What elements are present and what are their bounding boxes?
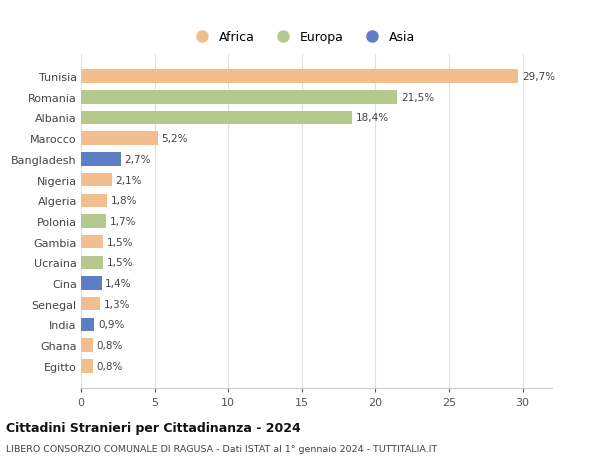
Text: 1,7%: 1,7% [110,217,136,226]
Bar [81,174,112,187]
Text: 2,7%: 2,7% [124,155,151,164]
Text: 21,5%: 21,5% [401,93,434,102]
Text: 29,7%: 29,7% [522,72,555,82]
Bar [81,132,158,146]
Text: 1,4%: 1,4% [105,279,132,288]
Text: 18,4%: 18,4% [356,113,389,123]
Bar [81,256,103,269]
Bar [81,91,397,104]
Text: 1,3%: 1,3% [104,299,130,309]
Text: 5,2%: 5,2% [161,134,188,144]
Text: 1,5%: 1,5% [107,258,133,268]
Bar [81,215,106,228]
Text: 0,8%: 0,8% [97,361,123,371]
Text: LIBERO CONSORZIO COMUNALE DI RAGUSA - Dati ISTAT al 1° gennaio 2024 - TUTTITALIA: LIBERO CONSORZIO COMUNALE DI RAGUSA - Da… [6,444,437,453]
Bar [81,359,93,373]
Text: 1,8%: 1,8% [111,196,137,206]
Bar [81,70,518,84]
Bar [81,153,121,166]
Text: Cittadini Stranieri per Cittadinanza - 2024: Cittadini Stranieri per Cittadinanza - 2… [6,421,301,434]
Bar [81,318,94,331]
Text: 1,5%: 1,5% [107,237,133,247]
Bar [81,339,93,352]
Bar [81,297,100,311]
Text: 0,8%: 0,8% [97,341,123,350]
Text: 0,9%: 0,9% [98,320,124,330]
Bar [81,194,107,207]
Legend: Africa, Europa, Asia: Africa, Europa, Asia [190,31,415,45]
Bar [81,235,103,249]
Text: 2,1%: 2,1% [116,175,142,185]
Bar [81,112,352,125]
Bar [81,277,101,290]
